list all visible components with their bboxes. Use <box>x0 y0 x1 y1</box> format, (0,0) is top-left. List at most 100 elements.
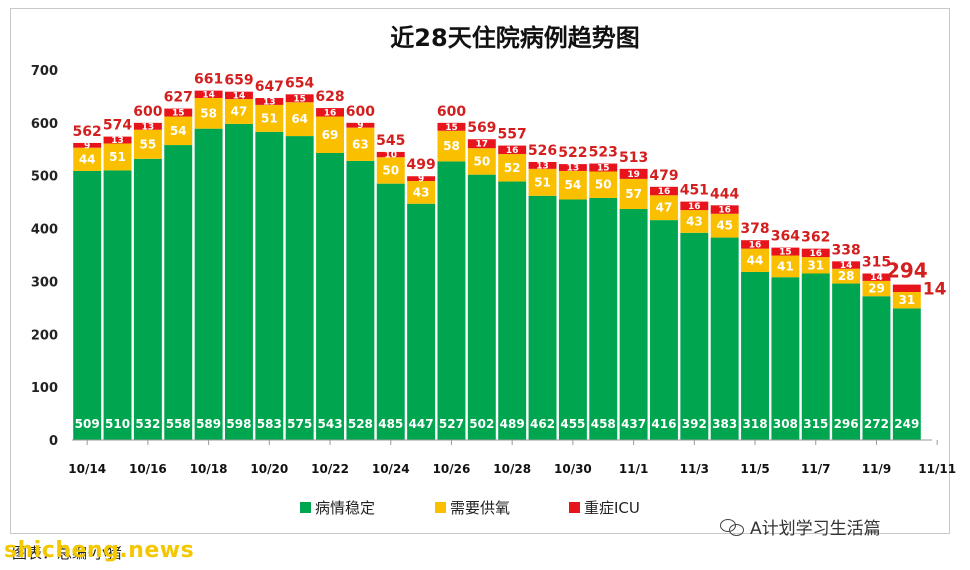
x-tick-label: 10/24 <box>372 462 410 476</box>
bar-segment <box>528 161 557 169</box>
data-label-icu: 13 <box>567 164 580 174</box>
data-label-icu: 9 <box>418 175 424 185</box>
bar-segment <box>741 248 769 272</box>
x-axis: 10/14 10/16 10/18 10/20 10/22 10/24 10/26 10/28… <box>68 439 956 476</box>
data-label-total: 600 <box>133 104 162 120</box>
bar-segment <box>437 122 466 131</box>
bar-segment <box>73 147 102 171</box>
data-label-total: 315 <box>862 255 891 271</box>
data-label-stable: 392 <box>682 417 707 431</box>
data-label-total: 378 <box>740 221 769 237</box>
data-label-icu: 13 <box>111 136 124 146</box>
bar-segment <box>771 247 800 256</box>
data-label-icu: 16 <box>506 146 519 156</box>
bar-segment <box>164 116 193 146</box>
data-label-oxygen: 41 <box>777 259 794 273</box>
bar-segment <box>133 122 162 130</box>
data-label-total: 526 <box>528 143 557 159</box>
data-label-total: 444 <box>710 186 739 202</box>
y-tick-label: 600 <box>31 117 58 132</box>
x-tick-label: 10/20 <box>250 462 288 476</box>
bar-segment <box>710 205 739 214</box>
data-label-icu: 16 <box>718 206 731 216</box>
bar-segment <box>437 130 466 162</box>
data-label-icu: 15 <box>779 248 792 258</box>
bar-segment <box>680 232 709 440</box>
data-label-icu: 14 <box>233 91 246 101</box>
bar-segment <box>255 131 284 441</box>
bar-segment <box>376 151 405 158</box>
data-label-stable: 583 <box>257 417 282 431</box>
data-label-total: 627 <box>164 90 193 106</box>
bar-segment <box>650 220 678 440</box>
data-label-total: 499 <box>406 157 435 173</box>
bar-segment <box>346 122 375 128</box>
bar-segment <box>619 168 648 179</box>
bar-segment <box>164 145 193 441</box>
bar-segment <box>892 284 921 292</box>
data-label-stable: 318 <box>743 417 768 431</box>
data-label-icu: 16 <box>809 249 822 259</box>
data-label-total: 479 <box>649 168 678 184</box>
data-label-oxygen: 28 <box>838 269 855 283</box>
data-label-oxygen: 58 <box>200 106 217 120</box>
data-label-stable: 485 <box>378 417 403 431</box>
x-tick-label: 11/11 <box>918 462 956 476</box>
data-label-total: 451 <box>680 183 709 199</box>
y-tick-label: 700 <box>31 64 58 79</box>
data-label-stable: 558 <box>166 417 191 431</box>
data-label-stable: 528 <box>348 417 373 431</box>
data-label-total: 569 <box>467 120 496 136</box>
data-label-icu: 15 <box>172 109 185 119</box>
data-label-oxygen: 50 <box>382 163 399 177</box>
x-tick-label: 10/16 <box>129 462 167 476</box>
data-label-stable: 502 <box>469 417 494 431</box>
legend-swatch <box>569 502 580 513</box>
y-tick-label: 200 <box>31 328 58 343</box>
data-label-total: 647 <box>255 79 284 95</box>
bar-segment <box>316 116 344 153</box>
bar-segment <box>437 161 466 440</box>
bar-segment <box>285 136 314 441</box>
data-label-oxygen: 31 <box>807 258 824 272</box>
data-label-total: 628 <box>315 89 344 105</box>
bar-segment <box>194 128 223 440</box>
bar-segment <box>862 273 891 281</box>
bar-segment <box>133 158 162 441</box>
bar-segment <box>892 308 921 440</box>
y-axis: 0 100 200 300 400 500 600 700 <box>31 64 58 449</box>
data-label-total: 654 <box>285 75 314 91</box>
bar-segment <box>650 186 678 196</box>
bar-segment <box>103 170 132 440</box>
x-tick-label: 11/9 <box>862 462 891 476</box>
data-label-icu: 9 <box>357 121 363 131</box>
data-label-stable: 249 <box>894 417 919 431</box>
data-label-icu: 16 <box>324 108 337 118</box>
data-label-oxygen: 44 <box>79 152 96 166</box>
data-label-total: 562 <box>73 124 102 140</box>
data-label-total: 338 <box>831 242 860 258</box>
bar-segment <box>285 102 314 137</box>
data-label-oxygen: 51 <box>534 175 551 189</box>
data-label-total: 574 <box>103 118 132 134</box>
data-label-stable: 315 <box>803 417 828 431</box>
data-label-stable: 272 <box>864 417 889 431</box>
bar-segment <box>133 129 162 159</box>
bar-segment <box>558 170 587 200</box>
data-label-oxygen: 31 <box>898 293 915 307</box>
data-label-icu: 14 <box>202 90 215 100</box>
bar-segment <box>316 108 344 117</box>
y-tick-label: 400 <box>31 223 58 238</box>
data-label-icu: 15 <box>445 123 458 133</box>
data-label-icu: 16 <box>749 240 762 250</box>
data-label-stable: 447 <box>409 417 434 431</box>
bar-segment <box>103 143 132 171</box>
data-label-oxygen: 64 <box>291 112 308 126</box>
bar-segment <box>589 171 618 198</box>
bar-segment <box>741 240 769 249</box>
bar-segment <box>498 181 527 440</box>
bar-segment <box>892 292 921 309</box>
data-label-icu: 13 <box>536 161 549 171</box>
data-label-total: 513 <box>619 150 648 166</box>
